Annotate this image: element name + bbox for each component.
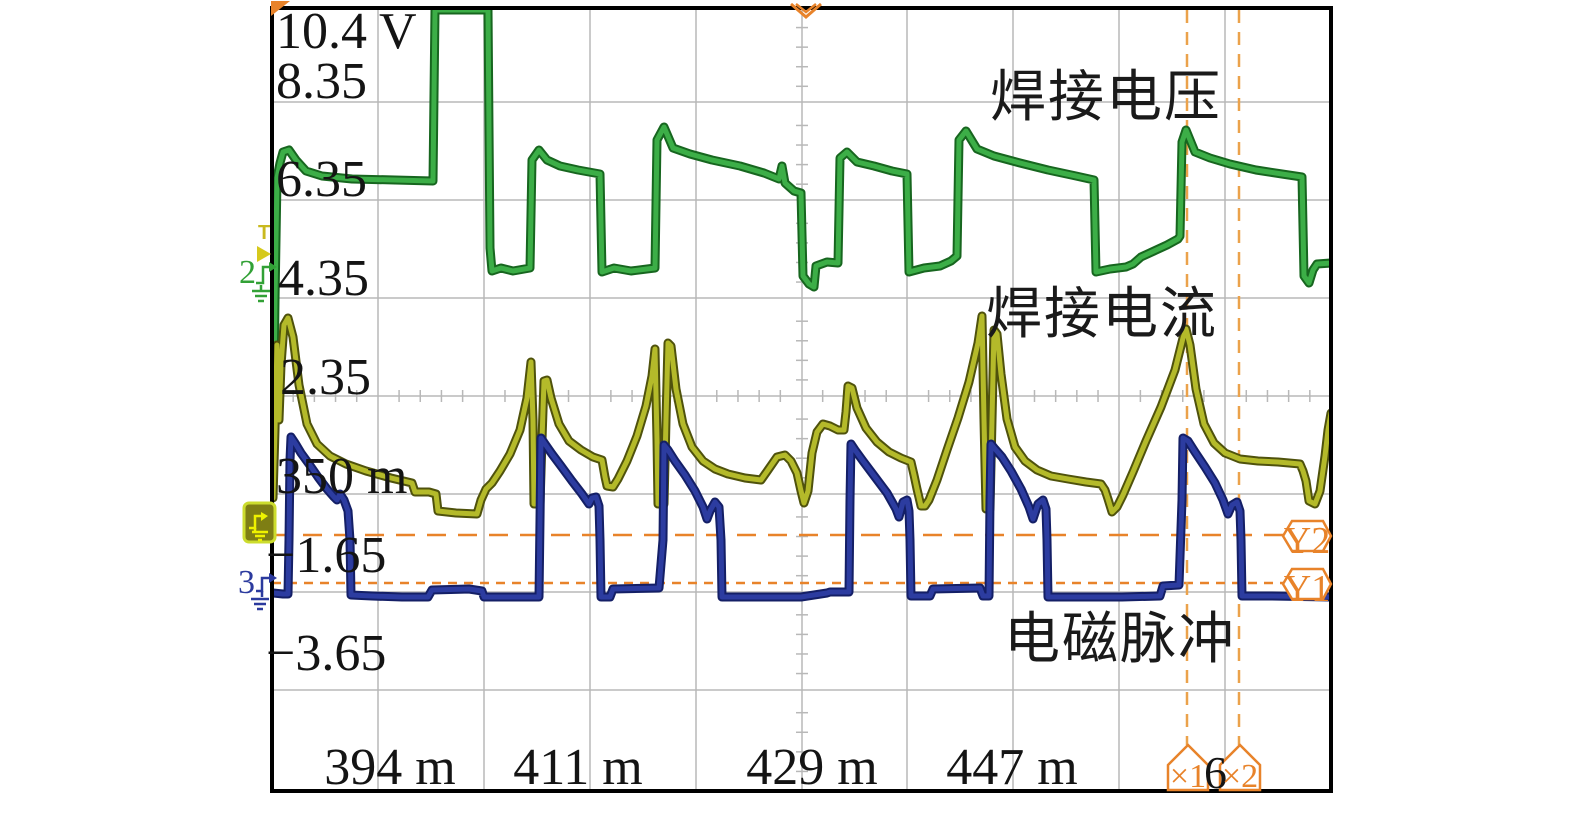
x2-cursor-label: ×2 bbox=[1221, 758, 1259, 795]
ch2-ground-icon bbox=[252, 285, 270, 303]
trigger-label: T bbox=[258, 222, 271, 244]
trace-welding-current bbox=[273, 311, 1330, 519]
trace-em-pulse-core bbox=[273, 434, 1330, 600]
y1-cursor-label: Y1 bbox=[1283, 568, 1331, 610]
x-tick-429m: 429 m bbox=[746, 739, 878, 796]
x-tick-447m: 447 m bbox=[946, 739, 1078, 796]
ch2-step-icon bbox=[256, 265, 271, 285]
waveform-traces bbox=[273, 8, 1330, 602]
y-tick-neg-1-65: −1.65 bbox=[266, 527, 387, 584]
y-tick-6-35: 6.35 bbox=[276, 151, 367, 208]
trigger-position-chevron-inner-icon bbox=[795, 3, 817, 14]
ch3-step-icon bbox=[256, 576, 270, 593]
y-tick-4-35: 4.35 bbox=[278, 250, 369, 307]
annotation-em-pulse: 电磁脉冲 bbox=[1004, 609, 1236, 671]
trigger-level-triangle-icon bbox=[257, 246, 271, 262]
trace-em-pulse bbox=[273, 432, 1330, 602]
x1-flag-icon bbox=[1166, 743, 1210, 792]
y-tick-350m: 350 m bbox=[276, 448, 408, 505]
cursor-flags bbox=[1166, 519, 1333, 792]
channel-1-marker bbox=[242, 501, 277, 544]
ch2-arrow-icon bbox=[269, 262, 277, 272]
y1-flag-icon bbox=[1281, 567, 1333, 601]
x-tick-411m: 411 m bbox=[513, 739, 643, 796]
channel-2-marker bbox=[252, 262, 277, 303]
x-tick-394m: 394 m bbox=[324, 739, 456, 796]
ch1-step-icon bbox=[249, 514, 262, 530]
x-tick-partial-digit: 6 bbox=[1204, 747, 1227, 798]
corner-wedge-icon bbox=[271, 1, 290, 16]
y2-flag-icon bbox=[1281, 519, 1333, 553]
y2-cursor-label: Y2 bbox=[1283, 520, 1331, 562]
channel-3-label: 3 bbox=[238, 564, 255, 601]
trigger-markers bbox=[257, 1, 822, 262]
y-tick-neg-3-65: −3.65 bbox=[266, 625, 387, 682]
annotation-welding-voltage: 焊接电压 bbox=[990, 67, 1222, 129]
y-tick-10-4v: 10.4 V bbox=[276, 3, 417, 60]
ch3-ground-icon bbox=[251, 591, 269, 611]
trigger-position-chevron-icon bbox=[790, 2, 822, 19]
trace-welding-voltage-core bbox=[273, 8, 1330, 473]
channel-3-marker bbox=[251, 573, 277, 611]
x1-cursor-label: ×1 bbox=[1169, 758, 1207, 795]
x2-flag-icon bbox=[1218, 743, 1262, 792]
channel-2-label: 2 bbox=[239, 254, 256, 291]
trace-welding-voltage bbox=[273, 8, 1330, 475]
y-tick-2-35: 2.35 bbox=[280, 349, 371, 406]
ch1-ground-icon bbox=[252, 528, 268, 542]
trace-welding-current-core bbox=[273, 313, 1330, 517]
ch1-arrow-icon bbox=[261, 512, 268, 521]
annotation-welding-current: 焊接电流 bbox=[986, 284, 1218, 346]
y-tick-8-35: 8.35 bbox=[276, 53, 367, 110]
ch3-arrow-icon bbox=[269, 573, 277, 583]
